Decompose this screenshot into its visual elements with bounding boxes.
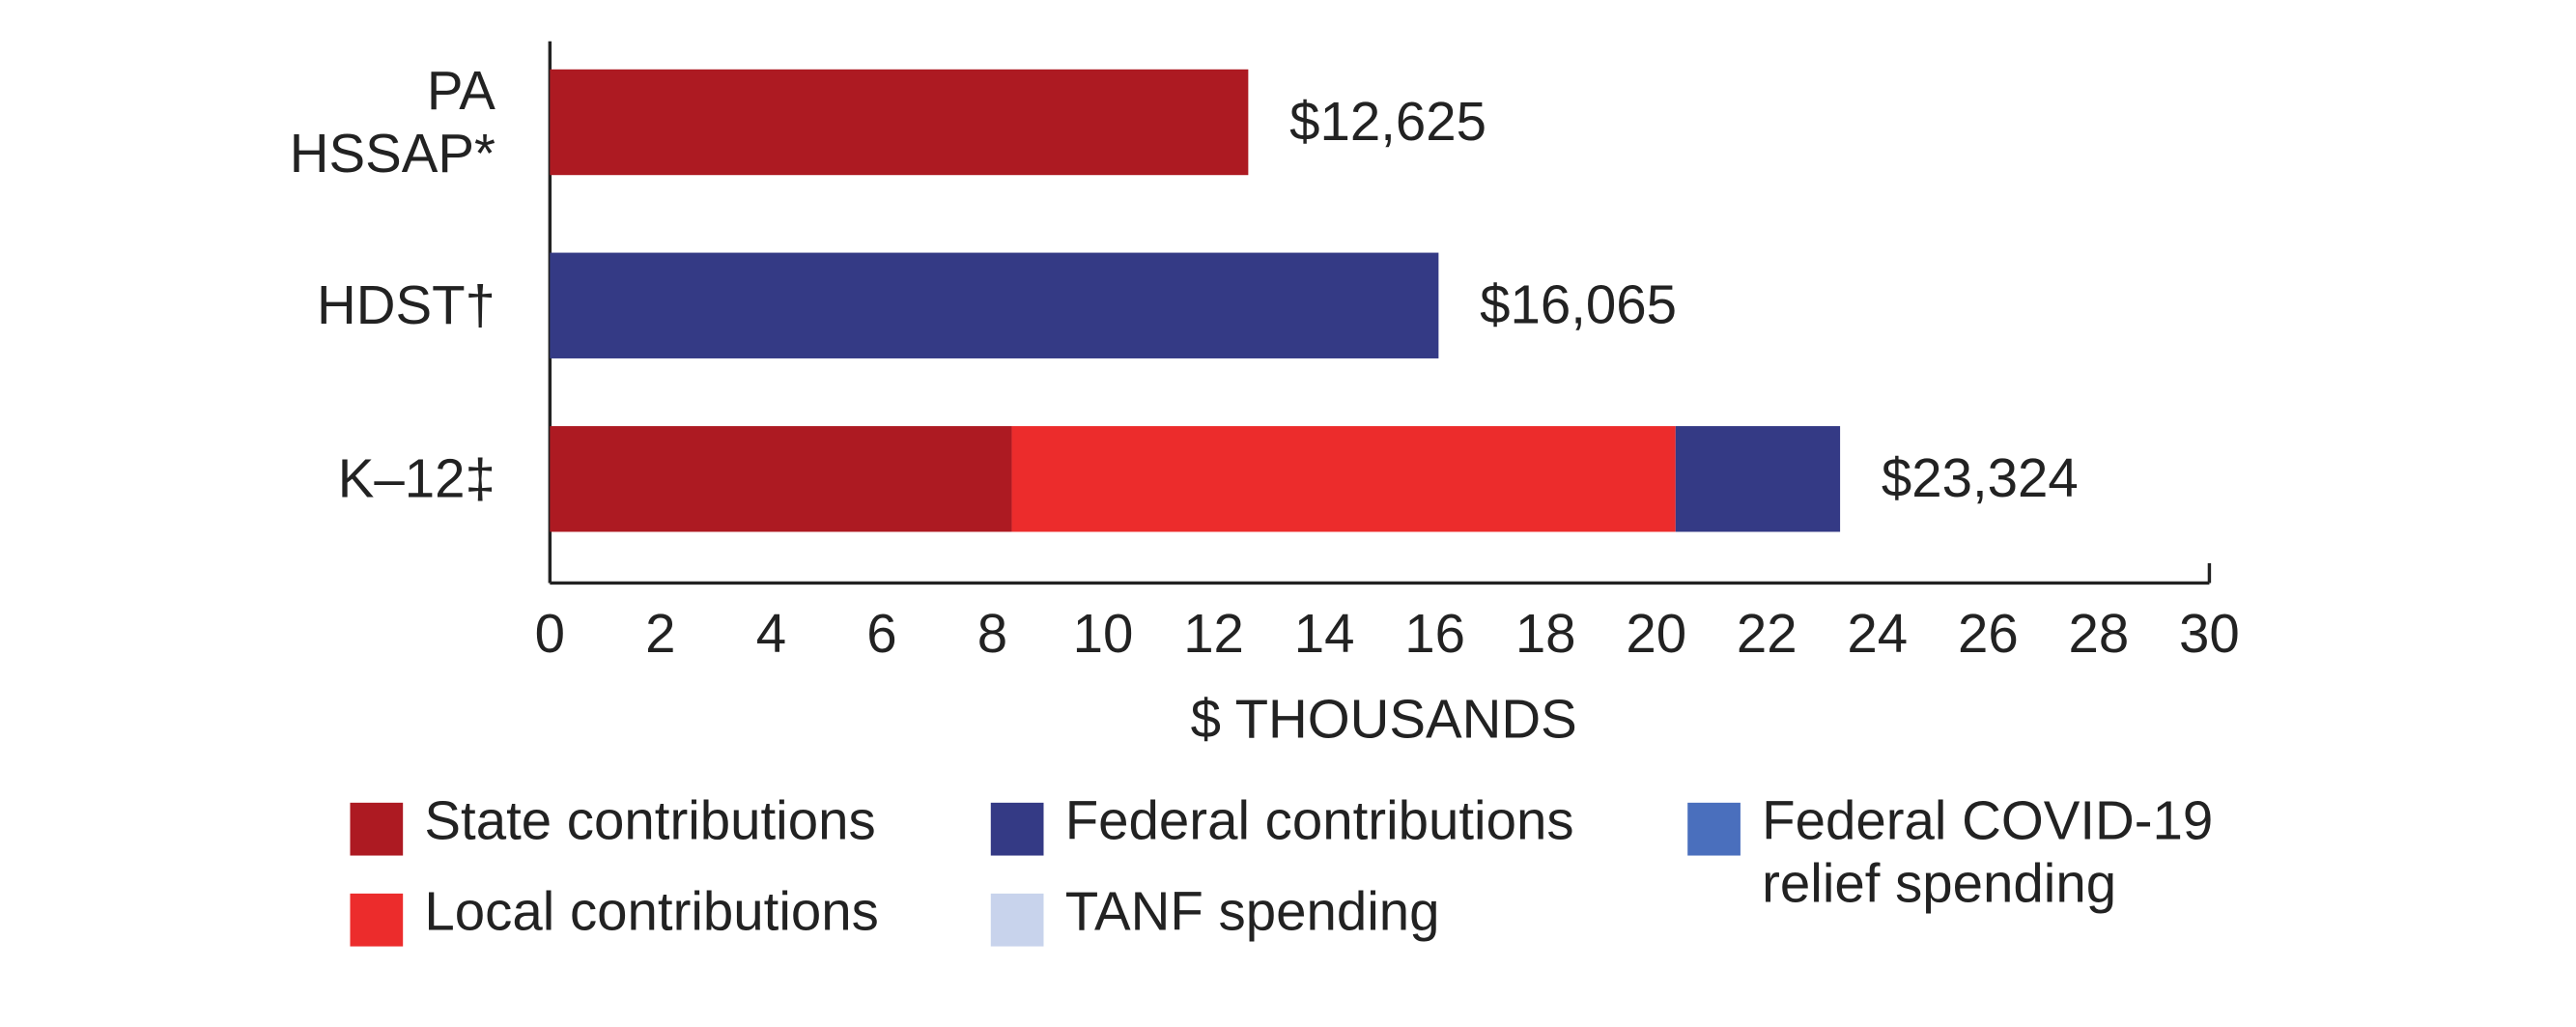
- x-tick-label: 6: [866, 603, 896, 664]
- legend-label-box: State contributions: [424, 789, 876, 851]
- total-label: $16,065: [1480, 274, 1677, 335]
- legend-label: Federal COVID-19 relief spending: [1762, 789, 2214, 914]
- x-tick-label: 28: [2069, 603, 2130, 664]
- x-axis-label: $ THOUSANDS: [1191, 689, 1577, 750]
- x-tick-label: 18: [1515, 603, 1576, 664]
- bar-segment: [550, 252, 1439, 358]
- x-tick-label: 26: [1958, 603, 2019, 664]
- bar-segment: [1011, 426, 1676, 532]
- y-tick-label: K–12‡: [337, 447, 495, 509]
- x-tick-label: 0: [535, 603, 565, 664]
- legend-label-box: Local contributions: [424, 880, 879, 942]
- x-tick-label: 2: [645, 603, 675, 664]
- bar-segment: [550, 69, 1249, 176]
- legend-swatch: [990, 893, 1044, 947]
- legend-label-box: TANF spending: [1064, 880, 1440, 942]
- y-tick-label-box: HDST†: [316, 273, 495, 336]
- x-tick-label: 4: [756, 603, 786, 664]
- legend-label-box: Federal contributions: [1064, 789, 1574, 851]
- x-tick-label: 20: [1626, 603, 1686, 664]
- legend-label-box: Federal COVID-19 relief spending: [1762, 789, 2214, 914]
- legend-swatch: [350, 802, 404, 856]
- x-tick-label: 8: [977, 603, 1007, 664]
- legend-label: Local contributions: [424, 880, 879, 942]
- x-tick-label: 30: [2179, 603, 2240, 664]
- bar-segment: [550, 426, 1012, 532]
- y-tick-label-box: PA HSSAP*: [289, 59, 495, 184]
- x-tick-label: 14: [1294, 603, 1355, 664]
- total-label: $12,625: [1289, 91, 1486, 152]
- bar-segment: [1675, 426, 1841, 532]
- y-tick-label: HDST†: [316, 273, 495, 336]
- legend-label: State contributions: [424, 789, 876, 851]
- total-label: $23,324: [1882, 447, 2079, 508]
- x-tick-label: 10: [1073, 603, 1134, 664]
- legend-label: Federal contributions: [1064, 789, 1574, 851]
- legend-swatch: [990, 802, 1044, 856]
- x-tick-label: 12: [1183, 603, 1244, 664]
- legend-swatch: [1687, 802, 1741, 856]
- x-tick-label: 22: [1737, 603, 1798, 664]
- x-tick-label: 24: [1847, 603, 1908, 664]
- legend-swatch: [350, 893, 404, 947]
- y-tick-label-box: K–12‡: [337, 447, 495, 509]
- y-tick-label: PA HSSAP*: [289, 59, 495, 184]
- x-tick-label: 16: [1404, 603, 1465, 664]
- legend-label: TANF spending: [1064, 880, 1440, 942]
